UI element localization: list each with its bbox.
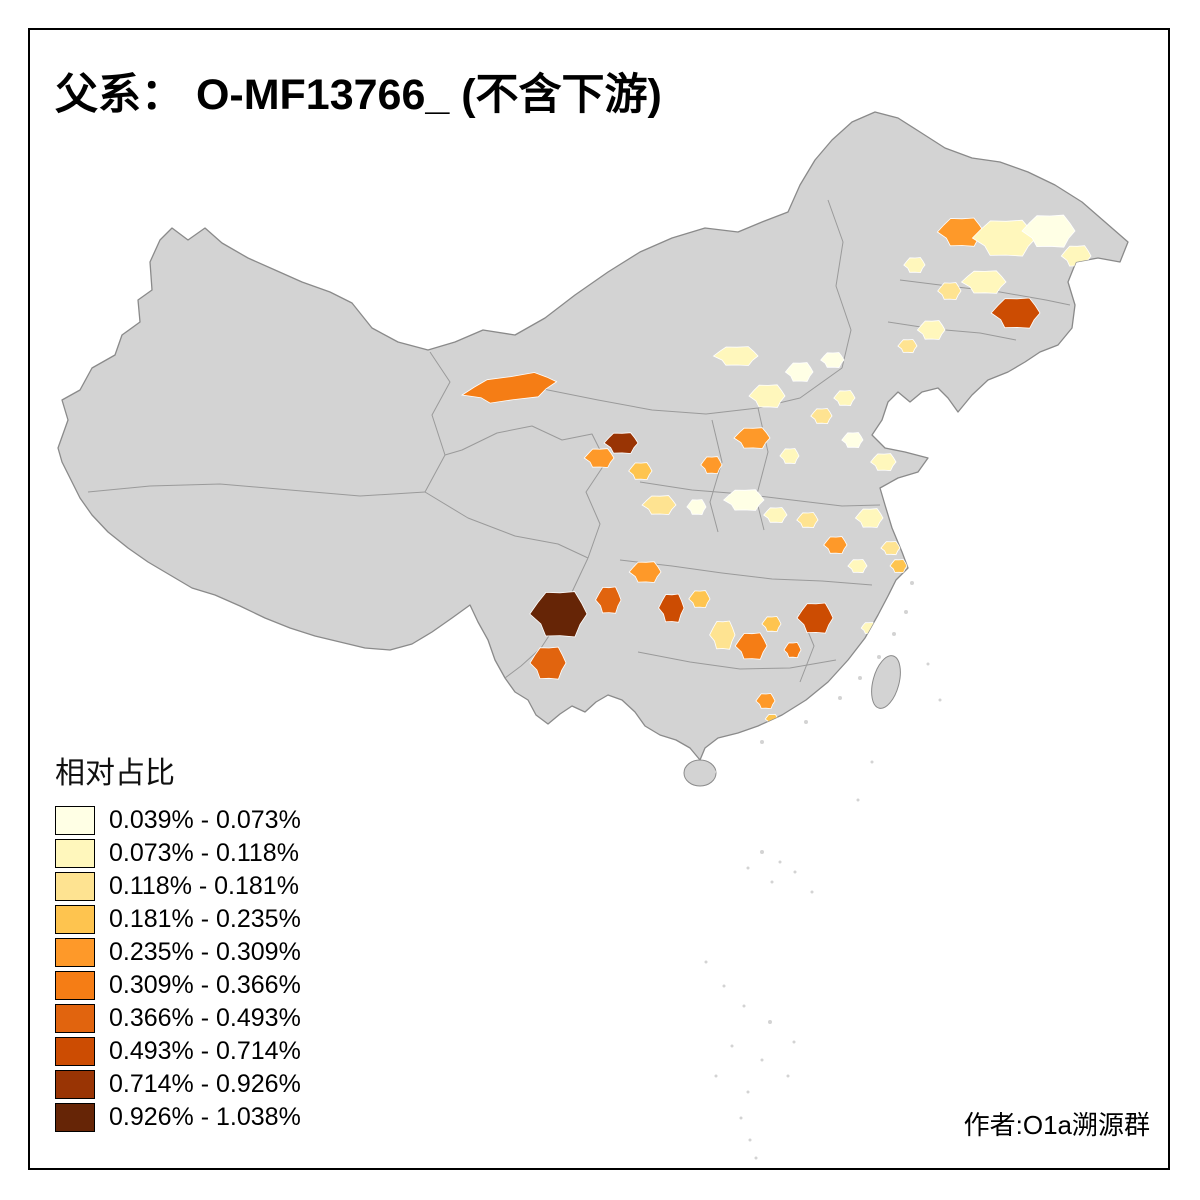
colored-region	[529, 646, 567, 680]
colored-region	[529, 591, 588, 638]
legend-item: 0.235% - 0.309%	[55, 938, 301, 967]
legend-item: 0.309% - 0.366%	[55, 971, 301, 1000]
colored-region	[810, 408, 833, 425]
colored-region	[734, 632, 768, 660]
legend-label: 0.714% - 0.926%	[109, 1070, 301, 1098]
legend-swatch	[55, 1103, 95, 1132]
colored-region	[916, 320, 946, 340]
colored-region	[733, 427, 771, 449]
colored-region	[796, 512, 819, 529]
legend-item: 0.118% - 0.181%	[55, 872, 301, 901]
colored-region	[783, 642, 802, 659]
colored-region	[763, 507, 788, 524]
colored-region	[960, 270, 1007, 294]
colored-region	[761, 616, 782, 633]
colored-region	[880, 541, 901, 556]
legend-swatch	[55, 806, 95, 835]
colored-region	[755, 693, 776, 710]
colored-region	[823, 536, 848, 555]
colored-region	[903, 257, 926, 274]
legend-swatch	[55, 905, 95, 934]
legend-swatch	[55, 1070, 95, 1099]
legend-label: 0.118% - 0.181%	[109, 872, 299, 900]
colored-region	[870, 453, 897, 472]
province-borders	[87, 199, 1071, 683]
colored-region	[847, 559, 868, 574]
legend-label: 0.309% - 0.366%	[109, 971, 301, 999]
legend-swatch	[55, 971, 95, 1000]
legend-item: 0.493% - 0.714%	[55, 1037, 301, 1066]
colored-region	[872, 635, 887, 647]
legend: 相对占比 0.039% - 0.073% 0.073% - 0.118% 0.1…	[55, 748, 301, 1136]
legend-swatch	[55, 1004, 95, 1033]
legend-label: 0.235% - 0.309%	[109, 938, 301, 966]
legend-label: 0.073% - 0.118%	[109, 839, 299, 867]
colored-region	[460, 372, 558, 404]
page-title: 父系： O-MF13766_ (不含下游)	[55, 71, 662, 119]
colored-region	[971, 219, 1037, 257]
colored-region	[854, 508, 884, 528]
colored-region	[628, 462, 653, 481]
colored-region	[820, 352, 845, 369]
legend-label: 0.181% - 0.235%	[109, 905, 301, 933]
islands	[683, 581, 942, 1160]
colored-region	[779, 448, 800, 465]
colored-region	[641, 495, 677, 515]
taiwan-island	[871, 655, 901, 709]
colored-region	[841, 432, 864, 449]
legend-label: 0.039% - 0.073%	[109, 806, 301, 834]
legend-label: 0.366% - 0.493%	[109, 1004, 301, 1032]
colored-region	[658, 593, 685, 623]
attribution: 作者:O1a溯源群	[963, 1110, 1150, 1140]
legend-label: 0.493% - 0.714%	[109, 1037, 301, 1065]
colored-region	[686, 499, 707, 516]
colored-region	[712, 346, 759, 366]
colored-region	[796, 602, 834, 634]
colored-region	[990, 297, 1041, 329]
small-islands	[704, 581, 942, 1160]
legend-item: 0.039% - 0.073%	[55, 806, 301, 835]
colored-region	[583, 448, 615, 468]
legend-item: 0.714% - 0.926%	[55, 1070, 301, 1099]
colored-region	[936, 217, 985, 247]
colored-region	[897, 339, 918, 354]
colored-region	[723, 489, 765, 511]
colored-region	[784, 362, 814, 382]
legend-item: 0.181% - 0.235%	[55, 905, 301, 934]
legend-item: 0.926% - 1.038%	[55, 1103, 301, 1132]
colored-region	[628, 561, 662, 583]
hainan-island	[683, 759, 717, 787]
legend-swatch	[55, 938, 95, 967]
legend-title: 相对占比	[55, 757, 175, 790]
legend-swatch	[55, 839, 95, 868]
colored-region	[688, 590, 711, 609]
legend-label: 0.926% - 1.038%	[109, 1103, 301, 1131]
colored-region	[595, 586, 622, 614]
colored-region	[1021, 214, 1076, 248]
colored-region	[748, 384, 786, 408]
colored-region	[937, 282, 962, 301]
colored-region	[709, 620, 736, 650]
legend-item: 0.366% - 0.493%	[55, 1004, 301, 1033]
legend-swatch	[55, 1037, 95, 1066]
legend-swatch	[55, 872, 95, 901]
colored-region	[833, 390, 856, 407]
colored-region	[603, 432, 639, 454]
colored-region	[700, 456, 723, 475]
legend-item: 0.073% - 0.118%	[55, 839, 301, 868]
